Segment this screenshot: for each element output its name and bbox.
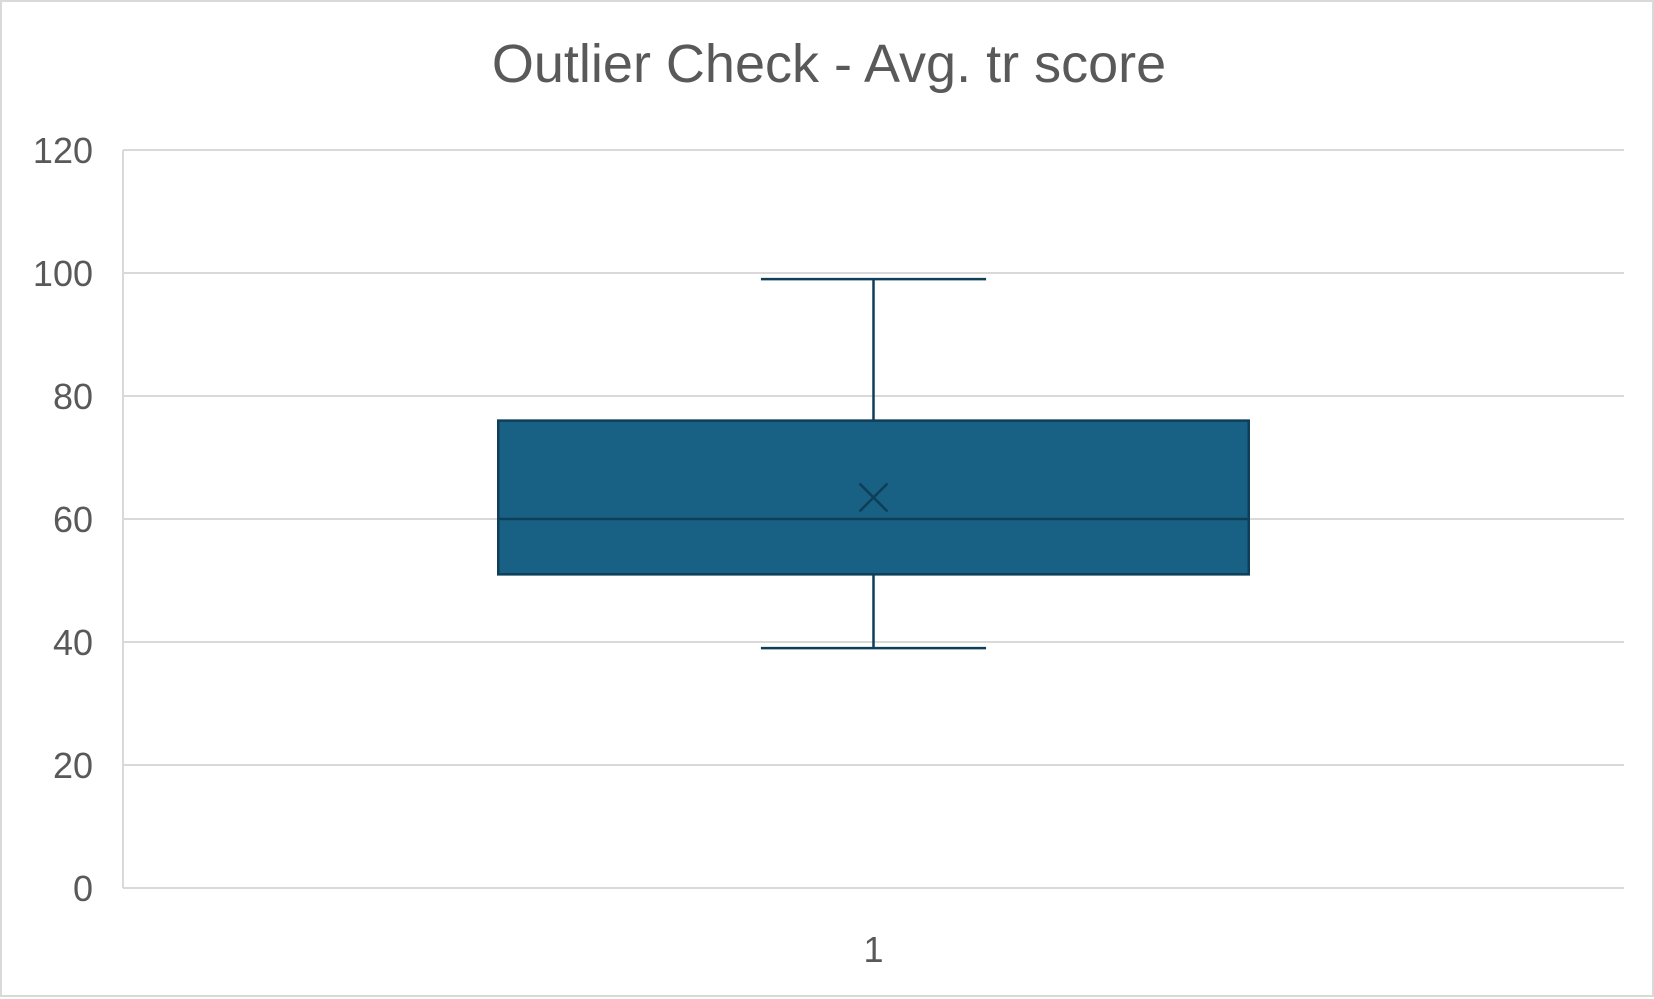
y-tick-label: 120 <box>33 130 93 171</box>
y-tick-label: 80 <box>53 376 93 417</box>
axes <box>122 150 1624 889</box>
y-tick-label: 0 <box>73 868 93 909</box>
mean-marker <box>858 482 889 513</box>
x-axis-tick-labels: 1 <box>863 929 883 970</box>
x-tick-label: 1 <box>863 929 883 970</box>
y-axis-tick-labels: 0 20 40 60 80 100 120 <box>33 130 93 909</box>
y-tick-label: 60 <box>53 499 93 540</box>
y-tick-label: 100 <box>33 253 93 294</box>
y-tick-label: 40 <box>53 622 93 663</box>
y-tick-label: 20 <box>53 745 93 786</box>
chart-title: Outlier Check - Avg. tr score <box>492 34 1166 94</box>
box-plot-series <box>497 277 1250 650</box>
